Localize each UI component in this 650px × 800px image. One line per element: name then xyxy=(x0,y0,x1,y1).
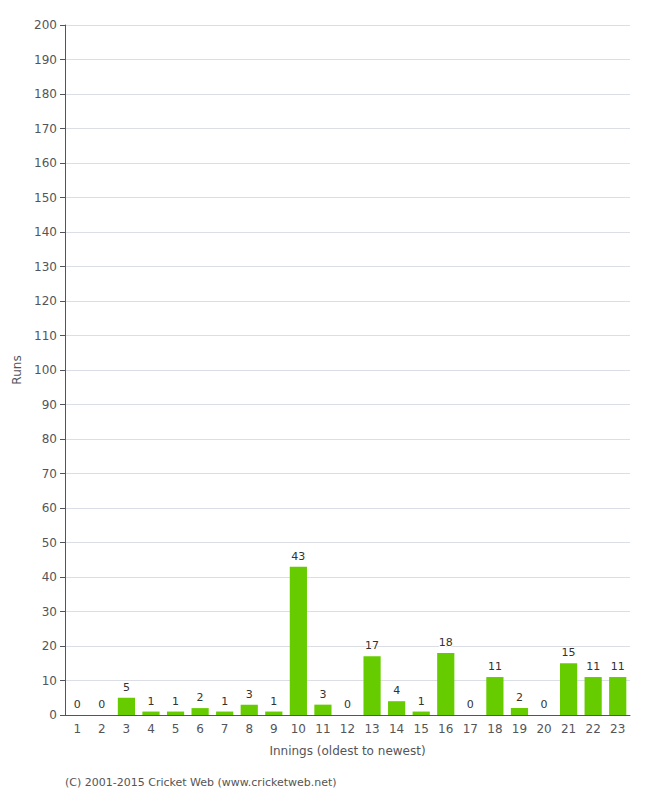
svg-text:Innings (oldest to newest): Innings (oldest to newest) xyxy=(269,744,425,758)
svg-text:150: 150 xyxy=(34,191,57,205)
svg-text:23: 23 xyxy=(610,722,625,736)
svg-text:9: 9 xyxy=(270,722,278,736)
svg-text:130: 130 xyxy=(34,260,57,274)
svg-text:18: 18 xyxy=(487,722,502,736)
svg-text:1: 1 xyxy=(418,695,425,708)
svg-text:2: 2 xyxy=(197,691,204,704)
svg-text:12: 12 xyxy=(340,722,355,736)
svg-text:10: 10 xyxy=(291,722,306,736)
svg-text:16: 16 xyxy=(438,722,453,736)
svg-text:10: 10 xyxy=(42,674,57,688)
svg-text:4: 4 xyxy=(147,722,155,736)
svg-text:1: 1 xyxy=(147,695,154,708)
svg-text:120: 120 xyxy=(34,294,57,308)
svg-text:40: 40 xyxy=(42,570,57,584)
svg-text:1: 1 xyxy=(270,695,277,708)
svg-text:11: 11 xyxy=(488,660,502,673)
svg-text:13: 13 xyxy=(364,722,379,736)
svg-text:50: 50 xyxy=(42,536,57,550)
svg-text:0: 0 xyxy=(98,698,105,711)
svg-text:6: 6 xyxy=(196,722,204,736)
svg-text:100: 100 xyxy=(34,363,57,377)
svg-text:30: 30 xyxy=(42,605,57,619)
svg-text:140: 140 xyxy=(34,225,57,239)
svg-text:7: 7 xyxy=(221,722,229,736)
svg-text:3: 3 xyxy=(123,722,131,736)
svg-text:11: 11 xyxy=(611,660,625,673)
svg-text:18: 18 xyxy=(439,636,453,649)
svg-text:Runs: Runs xyxy=(10,355,24,384)
svg-text:60: 60 xyxy=(42,501,57,515)
svg-text:19: 19 xyxy=(512,722,527,736)
svg-text:20: 20 xyxy=(42,639,57,653)
svg-text:0: 0 xyxy=(344,698,351,711)
svg-text:80: 80 xyxy=(42,432,57,446)
svg-text:170: 170 xyxy=(34,122,57,136)
svg-text:5: 5 xyxy=(123,681,130,694)
svg-text:0: 0 xyxy=(74,698,81,711)
svg-text:1: 1 xyxy=(221,695,228,708)
svg-text:20: 20 xyxy=(536,722,551,736)
svg-text:3: 3 xyxy=(246,688,253,701)
svg-text:110: 110 xyxy=(34,329,57,343)
svg-text:1: 1 xyxy=(73,722,81,736)
svg-text:11: 11 xyxy=(315,722,330,736)
svg-text:17: 17 xyxy=(365,639,379,652)
svg-text:70: 70 xyxy=(42,467,57,481)
svg-text:15: 15 xyxy=(562,646,576,659)
svg-text:4: 4 xyxy=(393,684,400,697)
svg-text:14: 14 xyxy=(389,722,404,736)
svg-text:2: 2 xyxy=(516,691,523,704)
svg-text:43: 43 xyxy=(291,550,305,563)
svg-text:8: 8 xyxy=(245,722,253,736)
svg-text:200: 200 xyxy=(34,18,57,32)
svg-text:0: 0 xyxy=(541,698,548,711)
svg-text:(C) 2001-2015 Cricket Web (www: (C) 2001-2015 Cricket Web (www.cricketwe… xyxy=(65,776,337,789)
svg-text:160: 160 xyxy=(34,156,57,170)
svg-text:22: 22 xyxy=(586,722,601,736)
svg-text:5: 5 xyxy=(172,722,180,736)
svg-text:2: 2 xyxy=(98,722,106,736)
svg-text:180: 180 xyxy=(34,87,57,101)
svg-text:0: 0 xyxy=(49,708,57,722)
svg-text:17: 17 xyxy=(463,722,478,736)
svg-text:21: 21 xyxy=(561,722,576,736)
svg-text:3: 3 xyxy=(319,688,326,701)
svg-text:90: 90 xyxy=(42,398,57,412)
svg-text:11: 11 xyxy=(586,660,600,673)
svg-text:190: 190 xyxy=(34,53,57,67)
svg-text:1: 1 xyxy=(172,695,179,708)
svg-text:0: 0 xyxy=(467,698,474,711)
svg-text:15: 15 xyxy=(414,722,429,736)
